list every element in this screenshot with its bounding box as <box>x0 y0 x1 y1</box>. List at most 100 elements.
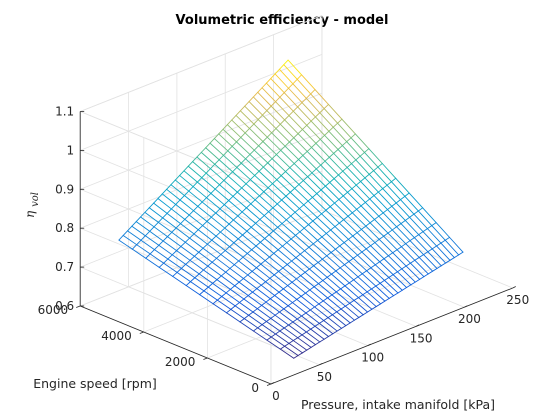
mesh-line-pressure <box>283 268 296 279</box>
z-tick-label: 1 <box>67 143 75 157</box>
mesh-line-pressure <box>391 182 404 197</box>
mesh-line-speed <box>256 242 260 246</box>
mesh-line-speed <box>336 268 340 271</box>
mesh-line-pressure <box>279 292 292 302</box>
mesh-line-pressure <box>450 237 463 252</box>
mesh-line-pressure <box>423 208 436 223</box>
mesh-line-pressure <box>343 171 356 185</box>
mesh-line-speed <box>136 217 140 222</box>
mesh-line-pressure <box>285 120 298 134</box>
mesh-line-speed <box>359 315 363 318</box>
mesh-line-pressure <box>334 153 347 167</box>
mesh-line-speed <box>402 288 406 291</box>
mesh-line-pressure <box>370 223 383 236</box>
mesh-line-pressure <box>282 200 295 212</box>
mesh-line-pressure <box>356 185 369 199</box>
mesh-line-pressure <box>271 337 284 346</box>
mesh-line-speed <box>305 290 309 293</box>
mesh-line-pressure <box>321 165 334 179</box>
mesh-line-speed <box>198 226 202 230</box>
mesh-line-pressure <box>419 235 432 249</box>
mesh-line-speed <box>285 343 289 346</box>
mesh-line-pressure <box>410 241 423 255</box>
mesh-line-speed <box>263 111 267 115</box>
mesh-line-speed <box>387 182 391 185</box>
mesh-line-speed <box>214 134 218 139</box>
mesh-line-speed <box>433 268 437 271</box>
mesh-line-speed <box>428 271 432 274</box>
mesh-line-speed <box>419 255 423 258</box>
mesh-line-speed <box>180 171 184 176</box>
mesh-line-pressure <box>345 265 358 277</box>
mesh-line-pressure <box>392 206 405 220</box>
mesh-line-pressure <box>328 318 341 329</box>
mesh-line-speed <box>321 161 325 165</box>
mesh-line-speed <box>255 171 259 175</box>
mesh-line-speed <box>267 106 271 110</box>
mesh-line-speed <box>302 125 306 129</box>
mesh-line-speed <box>353 233 357 236</box>
mesh-line-speed <box>294 159 298 163</box>
z-axis-label-sub: vol <box>30 192 41 207</box>
mesh-line-speed <box>288 303 292 306</box>
mesh-line-pressure <box>311 329 324 339</box>
mesh-line-speed <box>251 223 255 227</box>
mesh-line-pressure <box>270 278 283 289</box>
mesh-line-speed <box>226 268 230 272</box>
mesh-line-pressure <box>314 287 327 298</box>
mesh-line-speed <box>323 298 327 301</box>
mesh-line-speed <box>299 155 303 159</box>
mesh-line-pressure <box>352 189 365 203</box>
mesh-line-speed <box>257 305 261 308</box>
mesh-line-pressure <box>285 146 298 159</box>
mesh-line-speed <box>243 231 247 235</box>
mesh-line-speed <box>242 208 246 212</box>
mesh-line-pressure <box>159 245 172 255</box>
mesh-line-speed <box>216 232 220 236</box>
mesh-line-speed <box>324 336 328 339</box>
mesh-line-pressure <box>295 235 308 247</box>
mesh-line-speed <box>387 206 391 209</box>
mesh-line-pressure <box>289 116 302 130</box>
mesh-line-pressure <box>383 189 396 203</box>
mesh-line-speed <box>307 347 311 350</box>
mesh-line-pressure <box>358 277 371 289</box>
mesh-line-pressure <box>312 173 325 186</box>
mesh-line-speed <box>414 211 418 214</box>
mesh-line-speed <box>163 237 167 241</box>
mesh-line-speed <box>185 215 189 219</box>
mesh-line-speed <box>248 271 252 275</box>
mesh-line-speed <box>341 306 345 309</box>
mesh-line-speed <box>310 307 314 310</box>
mesh-line-pressure <box>362 274 375 286</box>
mesh-line-speed <box>282 243 286 247</box>
mesh-line-speed <box>376 283 380 286</box>
mesh-line-pressure <box>356 160 369 174</box>
mesh-line-pressure <box>378 167 391 182</box>
mesh-line-speed <box>332 312 336 315</box>
mesh-line-speed <box>234 239 238 243</box>
mesh-line-speed <box>391 178 395 181</box>
mesh-line-speed <box>277 176 281 180</box>
mesh-line-speed <box>274 271 278 274</box>
z-axis-label: η vol <box>23 192 41 218</box>
mesh-line-speed <box>233 216 237 220</box>
mesh-line-pressure <box>415 260 428 274</box>
mesh-line-speed <box>380 280 384 283</box>
mesh-line-pressure <box>280 331 293 341</box>
mesh-line-speed <box>301 293 305 296</box>
mesh-line-speed <box>271 315 275 318</box>
mesh-line-speed <box>370 196 374 199</box>
mesh-line-speed <box>298 335 302 338</box>
mesh-line-speed <box>175 175 179 180</box>
mesh-line-pressure <box>149 208 162 218</box>
mesh-line-pressure <box>300 254 313 266</box>
mesh-line-speed <box>345 262 349 265</box>
mesh-line-speed <box>250 150 254 154</box>
mesh-line-speed <box>276 97 280 101</box>
mesh-line-pressure <box>371 289 384 301</box>
mesh-line-pressure <box>388 233 401 247</box>
mesh-line-pressure <box>317 217 330 230</box>
x-axis-line <box>271 288 513 384</box>
mesh-line-pressure <box>280 124 293 138</box>
